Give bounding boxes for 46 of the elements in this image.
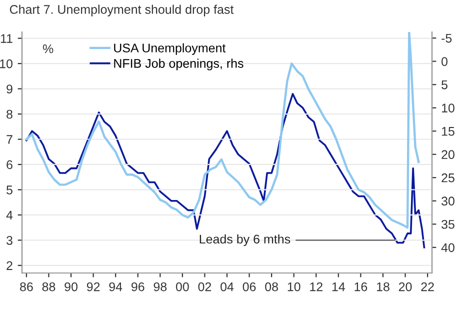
x-tick-label: 20 bbox=[398, 282, 412, 292]
x-tick-label: 10 bbox=[288, 282, 300, 292]
y2-tick-label: 30 bbox=[442, 196, 454, 206]
x-tick-label: 92 bbox=[86, 282, 100, 292]
x-tick-label: 18 bbox=[376, 282, 390, 292]
x-tick-label: 90 bbox=[64, 282, 78, 292]
y-tick-label: 7 bbox=[6, 135, 12, 144]
x-tick-label: 94 bbox=[109, 282, 122, 292]
chart-title: Chart 7. Unemployment should drop fast bbox=[10, 4, 234, 16]
legend-label: NFIB Job openings, rhs bbox=[114, 58, 244, 70]
legend-label: USA Unemployment bbox=[114, 43, 226, 55]
y-tick-label: 4 bbox=[6, 210, 13, 220]
x-tick-label: 86 bbox=[20, 282, 33, 292]
y2-tick-label: 5 bbox=[442, 80, 448, 90]
line-series bbox=[26, 92, 426, 248]
x-tick-label: 04 bbox=[220, 282, 234, 292]
y2-tick-label: 15 bbox=[442, 127, 454, 136]
x-tick-label: 22 bbox=[421, 282, 434, 292]
y-tick-label: 10 bbox=[0, 59, 12, 68]
y2-tick-label: 10 bbox=[442, 104, 454, 112]
y-tick-label: 11 bbox=[0, 34, 12, 43]
x-tick-label: 16 bbox=[354, 282, 368, 292]
y2-tick-label: 35 bbox=[442, 220, 454, 229]
y-tick-label: 9 bbox=[6, 84, 12, 94]
x-tick-label: 96 bbox=[132, 282, 144, 292]
x-tick-label: 88 bbox=[42, 282, 56, 292]
x-tick-label: 02 bbox=[198, 282, 212, 292]
annotation: Leads by 6 mths bbox=[200, 234, 290, 246]
x-tick-label: 12 bbox=[310, 282, 322, 292]
y-tick-label: 8 bbox=[6, 110, 12, 119]
y2-tick-label: -5 bbox=[442, 34, 452, 43]
line-series bbox=[25, 32, 420, 229]
y2-tick-label: 40 bbox=[441, 243, 454, 252]
x-tick-label: 98 bbox=[154, 282, 167, 292]
x-tick-label: 08 bbox=[265, 282, 278, 292]
y-tick-label: 5 bbox=[6, 186, 12, 194]
x-tick-label: 14 bbox=[332, 282, 345, 292]
y2-tick-label: 20 bbox=[442, 150, 454, 160]
y-tick-label: 3 bbox=[6, 236, 12, 245]
y-tick-label: 2 bbox=[6, 261, 12, 270]
y-axis-title: % bbox=[42, 44, 54, 54]
x-tick-label: 00 bbox=[176, 282, 189, 292]
y2-tick-label: 0 bbox=[442, 57, 448, 66]
y2-tick-label: 25 bbox=[442, 173, 454, 182]
y-tick-label: 6 bbox=[6, 160, 12, 170]
x-tick-label: 06 bbox=[242, 282, 256, 292]
